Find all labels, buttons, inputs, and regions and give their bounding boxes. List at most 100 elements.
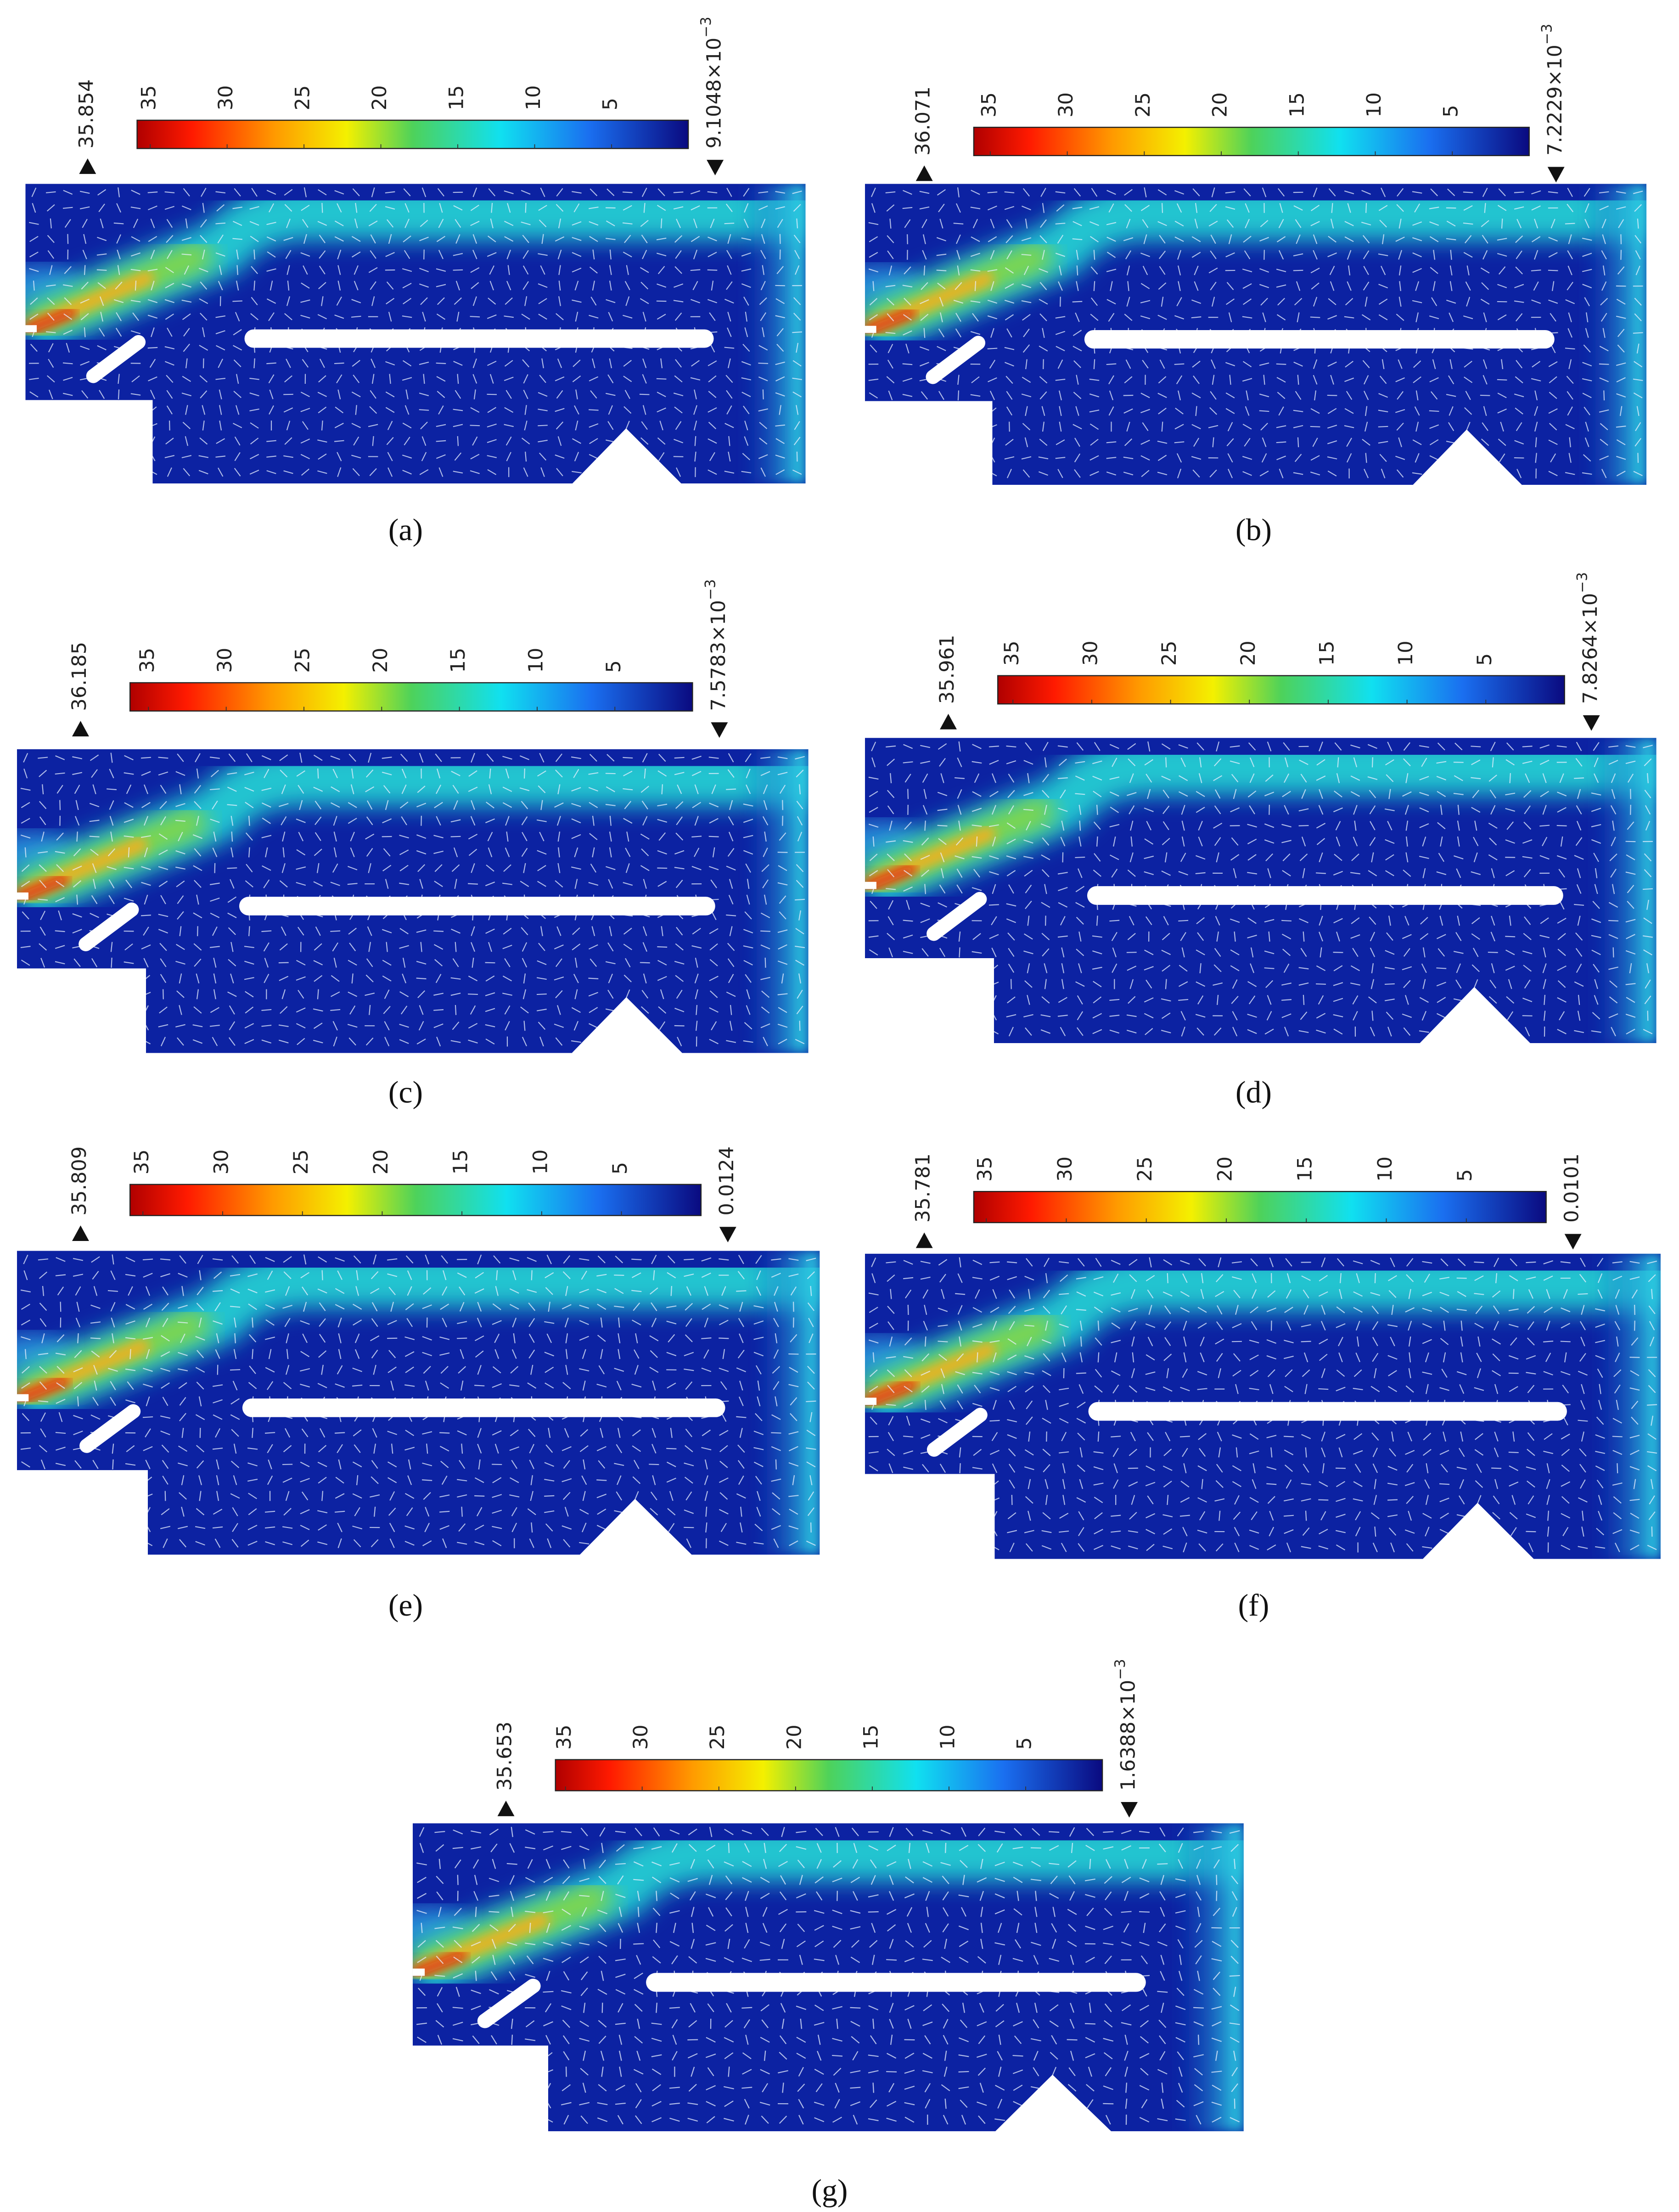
colorbar-tick-label: 20 (370, 1149, 393, 1174)
min-label: 0.0101 (1561, 1153, 1584, 1223)
colorbar-tick-label: 25 (291, 648, 314, 673)
colorbar-tick-label: 15 (449, 1149, 472, 1174)
colorbar-tick-label: 10 (522, 85, 545, 111)
max-marker (940, 713, 957, 730)
colorbar-tick-label: 30 (213, 648, 236, 673)
colorbar-tick-label: 35 (553, 1724, 576, 1750)
panel: 35 30 25 20 15 10 5 35.809 0.0124 (e) (0, 1146, 820, 1623)
min-label-mantissa: 7.2229×10 (1544, 45, 1567, 156)
colorbar-tick-label: 15 (1315, 640, 1338, 666)
colorbar-tick-label: 15 (1294, 1157, 1317, 1182)
colorbar-tick-label: 20 (1213, 1157, 1236, 1182)
colorbar-tick-label: 15 (445, 85, 468, 111)
flow-field (382, 1823, 1244, 2131)
colorbar-tick-label: 5 (599, 98, 622, 110)
min-label: 7.8264×10−3 (1574, 572, 1601, 704)
colorbar-tick-label: 25 (292, 85, 314, 111)
min-marker (1564, 1234, 1582, 1250)
max-label: 35.781 (912, 1153, 935, 1223)
panel-label: (f) (1238, 1588, 1269, 1623)
colorbar-tick-label: 25 (1134, 1157, 1157, 1182)
min-label-exponent: −3 (1539, 24, 1555, 45)
colorbar-tick-label: 25 (706, 1724, 729, 1750)
max-marker (497, 1800, 515, 1816)
panel-label: (b) (1235, 512, 1272, 547)
colorbar-tick-label: 35 (136, 648, 159, 673)
min-marker (707, 160, 724, 175)
min-marker (719, 1227, 736, 1243)
max-label: 35.653 (494, 1722, 517, 1791)
colorbar-tick-label: 35 (138, 85, 161, 111)
min-label: 1.6388×10−3 (1112, 1659, 1140, 1791)
min-label-exponent: −3 (1112, 1659, 1129, 1679)
min-marker (1583, 715, 1600, 731)
colorbar-tick-label: 15 (859, 1724, 882, 1750)
colorbar-tick-label: 35 (974, 1157, 997, 1182)
colorbar (973, 1191, 1547, 1224)
colorbar-tick-label: 30 (1054, 1157, 1077, 1182)
colorbar (973, 127, 1530, 157)
colorbar-tick-label: 5 (1473, 653, 1496, 666)
colorbar (129, 682, 693, 712)
colorbar-tick-label: 10 (1363, 92, 1386, 118)
colorbar (997, 675, 1565, 705)
colorbar-tick-label: 35 (130, 1149, 153, 1174)
colorbar-tick-label: 5 (1440, 105, 1463, 117)
min-label: 9.1048×10−3 (698, 17, 725, 148)
colorbar-tick-label: 15 (447, 648, 470, 673)
colorbar-tick-label: 35 (1000, 640, 1023, 666)
flow-field (0, 1251, 820, 1555)
colorbar-tick-label: 30 (1055, 92, 1078, 118)
colorbar-tick-label: 20 (368, 85, 391, 111)
flow-field (836, 1254, 1661, 1559)
min-label-mantissa: 7.5783×10 (707, 600, 730, 711)
max-label: 35.961 (936, 634, 959, 704)
flow-field (837, 184, 1646, 485)
min-marker (1547, 167, 1565, 183)
panel-label: (c) (388, 1075, 423, 1109)
max-marker (72, 721, 89, 737)
colorbar-tick-label: 5 (609, 1162, 632, 1174)
colorbar-tick-label: 5 (1013, 1737, 1036, 1750)
colorbar-tick-label: 10 (524, 648, 547, 673)
min-marker (1121, 1802, 1138, 1818)
min-label: 7.2229×10−3 (1539, 24, 1566, 156)
panel-label: (g) (811, 2173, 848, 2207)
colorbar-tick-label: 10 (1374, 1157, 1397, 1182)
colorbar-tick-label: 20 (1237, 640, 1260, 666)
max-label: 35.854 (75, 79, 98, 149)
panel-label: (a) (388, 512, 423, 547)
colorbar-tick-label: 20 (369, 648, 392, 673)
colorbar-tick-label: 25 (1158, 640, 1181, 666)
max-marker (79, 158, 96, 174)
colorbar-tick-label: 10 (529, 1149, 552, 1174)
colorbar-tick-label: 35 (977, 92, 1000, 118)
min-label-exponent: −3 (702, 579, 719, 600)
colorbar-tick-label: 5 (602, 660, 625, 673)
max-label: 35.809 (68, 1146, 91, 1216)
panel-label: (d) (1235, 1075, 1272, 1109)
colorbar (129, 1184, 702, 1216)
colorbar (136, 119, 689, 149)
max-marker (915, 165, 933, 181)
max-label: 36.185 (68, 642, 91, 711)
colorbar-tick-label: 20 (783, 1724, 806, 1750)
panel-label: (e) (388, 1588, 423, 1623)
panel: 35 30 25 20 15 10 5 35.854 9.1048×10−3 (a) (0, 17, 806, 547)
colorbar-tick-label: 15 (1286, 92, 1308, 118)
panel: 35 30 25 20 15 10 5 36.185 7.5783×10−3 (c) (0, 579, 809, 1109)
min-label-mantissa: 1.6388×10 (1117, 1680, 1140, 1791)
min-label-mantissa: 7.8264×10 (1579, 593, 1602, 704)
colorbar (555, 1759, 1103, 1791)
colorbar-tick-label: 30 (629, 1724, 652, 1750)
min-label: 7.5783×10−3 (702, 579, 730, 711)
min-marker (711, 722, 728, 738)
max-label: 36.071 (912, 86, 935, 156)
min-label-exponent: −3 (698, 17, 714, 37)
colorbar-tick-label: 30 (214, 85, 237, 111)
max-marker (915, 1232, 933, 1248)
colorbar-tick-label: 20 (1209, 92, 1232, 118)
colorbar-tick-label: 5 (1454, 1169, 1477, 1181)
flow-field (0, 184, 806, 483)
